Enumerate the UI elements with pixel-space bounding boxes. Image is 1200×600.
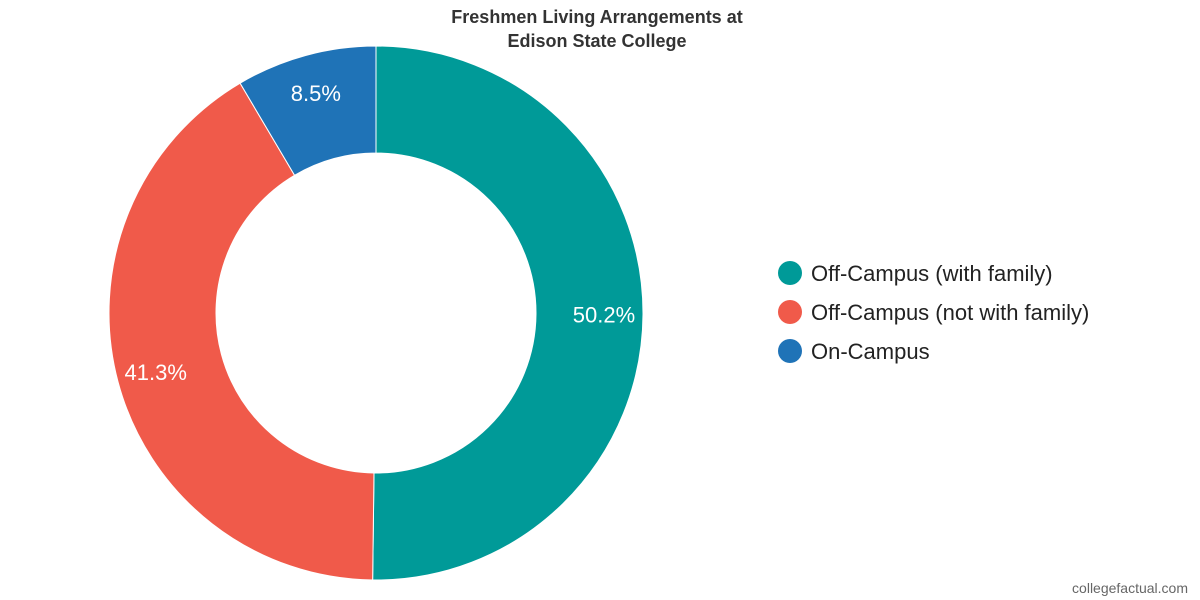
slice-off-campus-not-with-family xyxy=(108,82,375,581)
legend-item-on-campus: On-Campus xyxy=(778,339,930,364)
watermark-text: collegefactual.com xyxy=(1072,580,1188,596)
legend-marker-on-campus xyxy=(778,339,802,363)
legend-label-off-campus-with-family: Off-Campus (with family) xyxy=(811,261,1053,286)
chart-title-line-1: Freshmen Living Arrangements at xyxy=(451,7,742,27)
chart-title-line-2: Edison State College xyxy=(507,31,686,51)
legend-marker-off-campus-not-with-family xyxy=(778,300,802,324)
slice-on-campus xyxy=(239,45,377,176)
legend-label-off-campus-not-with-family: Off-Campus (not with family) xyxy=(811,300,1089,325)
slice-labels: 50.2% 41.3% 8.5% xyxy=(125,81,636,385)
legend-item-off-campus-not-with-family: Off-Campus (not with family) xyxy=(778,300,1089,325)
slice-label-on-campus: 8.5% xyxy=(291,81,341,106)
legend-marker-off-campus-with-family xyxy=(778,261,802,285)
donut-slices xyxy=(108,45,644,581)
legend: Off-Campus (with family) Off-Campus (not … xyxy=(778,261,1089,364)
slice-label-off-campus-not-with-family: 41.3% xyxy=(125,360,187,385)
legend-item-off-campus-with-family: Off-Campus (with family) xyxy=(778,261,1053,286)
slice-label-off-campus-with-family: 50.2% xyxy=(573,302,635,327)
slice-off-campus-with-family xyxy=(372,45,644,581)
legend-label-on-campus: On-Campus xyxy=(811,339,930,364)
